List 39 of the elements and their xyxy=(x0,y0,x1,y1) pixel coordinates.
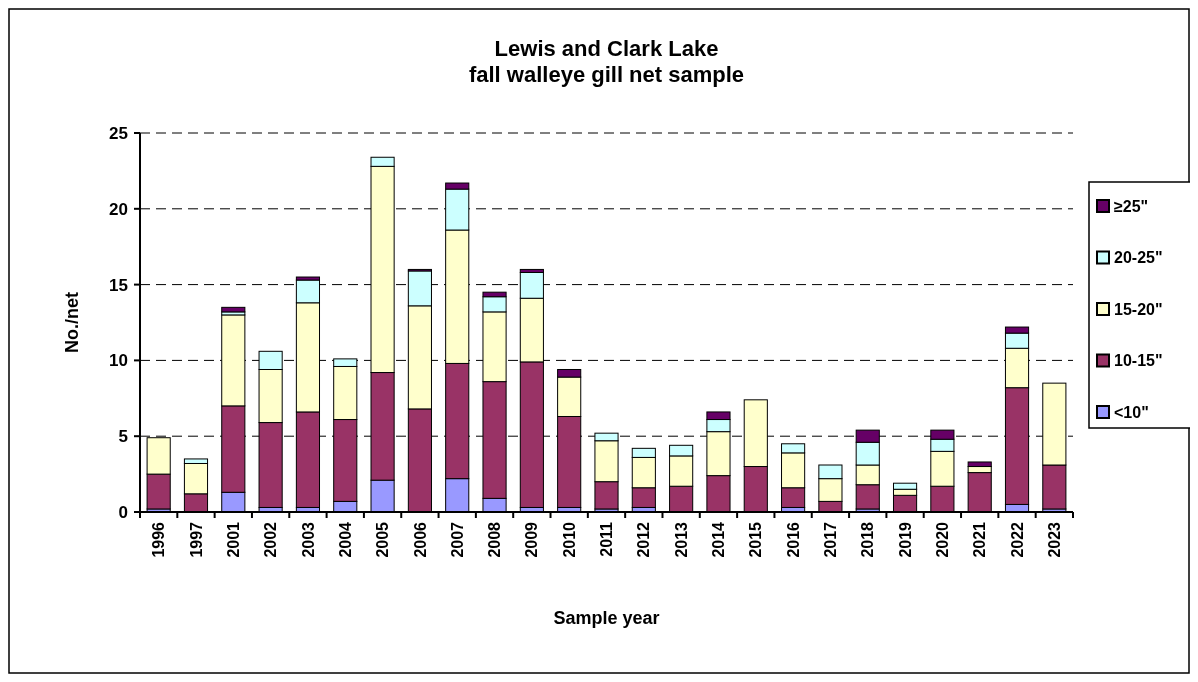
x-tick-label: 1997 xyxy=(187,521,205,558)
x-tick-label: 2010 xyxy=(560,521,578,558)
x-tick-label: 2019 xyxy=(896,521,914,558)
x-tick-label: 2004 xyxy=(336,521,354,558)
x-tick-label: 2011 xyxy=(598,521,616,557)
x-tick-label: 2016 xyxy=(784,521,802,558)
y-tick-label: 25 xyxy=(109,123,128,143)
x-tick-label: 2014 xyxy=(710,521,728,558)
x-tick-label: 2002 xyxy=(262,521,280,558)
x-tick-label: 2023 xyxy=(1045,521,1063,558)
y-axis-title: No./net xyxy=(62,292,82,353)
x-tick-label: 2018 xyxy=(859,521,877,558)
y-tick-label: 10 xyxy=(109,351,128,371)
x-tick-label: 2008 xyxy=(486,521,504,558)
y-tick-label: 15 xyxy=(109,275,128,295)
x-tick-label: 2013 xyxy=(672,521,690,558)
x-tick-label: 2020 xyxy=(933,521,951,558)
chart-title: Lewis and Clark Lake fall walleye gill net sample xyxy=(468,36,745,87)
x-tick-label: 2003 xyxy=(299,521,317,558)
x-tick-label: 2021 xyxy=(971,521,989,558)
legend-label: <10" xyxy=(1114,403,1149,421)
x-tick-label: 2012 xyxy=(635,521,653,558)
legend-label: 10-15" xyxy=(1114,352,1163,370)
legend-label: 15-20" xyxy=(1114,300,1163,318)
x-tick-label: 2022 xyxy=(1008,521,1026,558)
x-tick-label: 2006 xyxy=(411,521,429,558)
legend-label: ≥25" xyxy=(1114,197,1149,215)
x-tick-label: 2005 xyxy=(374,521,392,558)
x-tick-label: 2017 xyxy=(822,521,840,558)
x-tick-label: 1996 xyxy=(150,521,168,558)
x-axis-title: Sample year xyxy=(553,608,660,628)
x-tick-label: 2015 xyxy=(747,521,765,558)
legend-label: 20-25" xyxy=(1114,249,1163,267)
y-tick-label: 5 xyxy=(118,427,128,447)
x-tick-label: 2001 xyxy=(224,521,242,558)
y-tick-label: 20 xyxy=(109,199,128,219)
x-tick-label: 2009 xyxy=(523,521,541,558)
y-tick-label: 0 xyxy=(118,502,128,522)
x-tick-label: 2007 xyxy=(448,521,466,558)
